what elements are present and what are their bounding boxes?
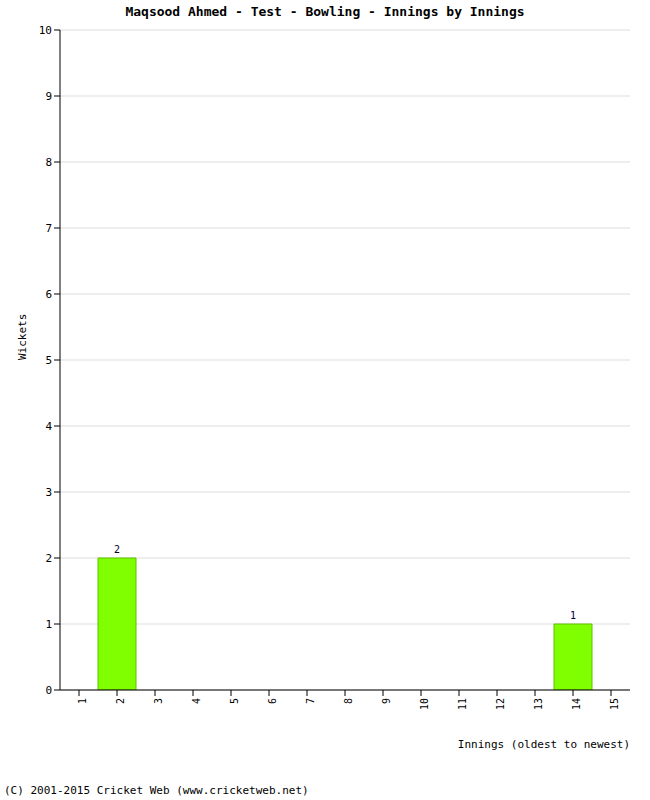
svg-text:2: 2: [114, 544, 120, 555]
svg-text:2: 2: [115, 698, 126, 704]
svg-text:4: 4: [191, 698, 202, 704]
svg-text:12: 12: [495, 698, 506, 710]
svg-text:6: 6: [267, 698, 278, 704]
svg-text:14: 14: [571, 698, 582, 710]
svg-text:8: 8: [343, 698, 354, 704]
svg-text:Wickets: Wickets: [16, 314, 29, 360]
svg-text:7: 7: [45, 222, 52, 235]
svg-text:7: 7: [305, 698, 316, 704]
svg-text:9: 9: [45, 90, 52, 103]
svg-text:3: 3: [45, 486, 52, 499]
svg-text:15: 15: [609, 698, 620, 710]
svg-text:1: 1: [570, 610, 576, 621]
svg-text:10: 10: [39, 24, 52, 37]
svg-text:13: 13: [533, 698, 544, 710]
svg-text:9: 9: [381, 698, 392, 704]
svg-text:10: 10: [419, 698, 430, 710]
svg-text:0: 0: [45, 684, 52, 697]
html-text:Maqsood Ahmed - Test - Bowling: Maqsood Ahmed - Test - Bowling - Innings…: [125, 4, 525, 19]
html-text:Innings (oldest to newest): Innings (oldest to newest): [457, 738, 630, 751]
svg-text:8: 8: [45, 156, 52, 169]
svg-text:11: 11: [457, 698, 468, 710]
svg-text:5: 5: [45, 354, 52, 367]
svg-text:4: 4: [45, 420, 52, 433]
svg-text:3: 3: [153, 698, 164, 704]
svg-text:1: 1: [77, 698, 88, 704]
html-text:(C) 2001-2015 Cricket Web (www: (C) 2001-2015 Cricket Web (www.cricketwe…: [4, 784, 309, 797]
svg-text:6: 6: [45, 288, 52, 301]
svg-text:2: 2: [45, 552, 52, 565]
svg-text:1: 1: [45, 618, 52, 631]
svg-text:5: 5: [229, 698, 240, 704]
